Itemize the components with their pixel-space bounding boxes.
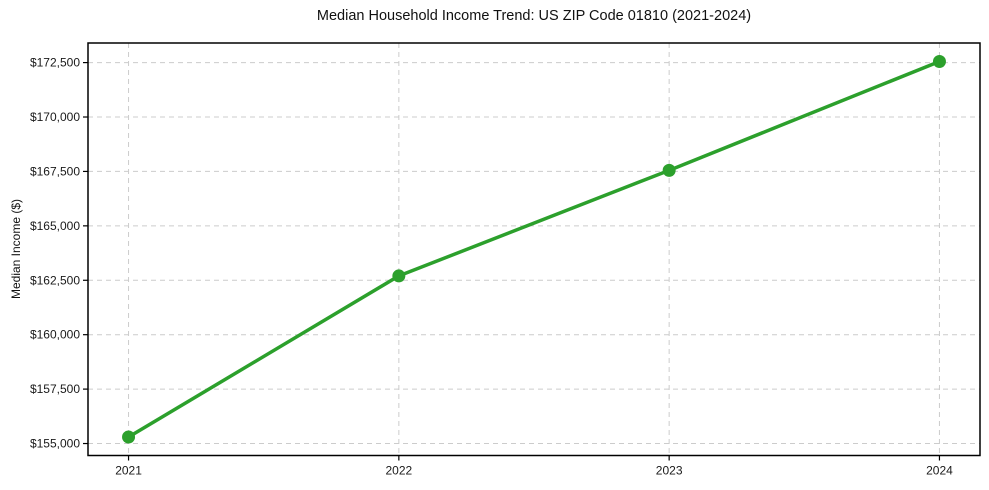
y-tick-label: $157,500: [30, 382, 80, 396]
trend-line: [126, 59, 942, 439]
y-tick-label: $170,000: [30, 110, 80, 124]
x-tick-label: 2022: [385, 464, 412, 478]
y-tick-label: $172,500: [30, 56, 80, 70]
chart-title: Median Household Income Trend: US ZIP Co…: [316, 8, 752, 24]
data-point-2021: [122, 430, 136, 444]
x-tick-label: 2023: [656, 464, 683, 478]
x-tick-label: 2024: [926, 464, 953, 478]
data-point-2022: [392, 269, 406, 283]
y-tick-label: $165,000: [30, 219, 80, 233]
y-tick-label: $167,500: [30, 164, 80, 178]
data-point-2023: [662, 163, 676, 177]
y-tick-label: $155,000: [30, 437, 80, 451]
x-tick-label: 2021: [115, 464, 142, 478]
y-tick-label: $162,500: [30, 273, 80, 287]
axes-border: [87, 42, 981, 457]
data-point-2024: [932, 55, 946, 69]
y-tick-label: $160,000: [30, 328, 80, 342]
